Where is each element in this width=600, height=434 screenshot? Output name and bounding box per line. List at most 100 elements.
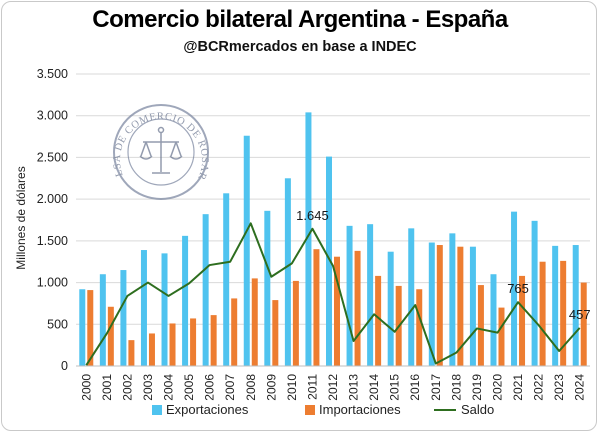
bar-importaciones [292, 280, 299, 366]
bar-importaciones [251, 278, 258, 366]
bar-exportaciones [490, 274, 497, 366]
legend-swatch [152, 405, 162, 415]
bar-importaciones [190, 318, 197, 366]
x-tick-label: 2001 [100, 374, 114, 401]
bar-importaciones [148, 333, 155, 366]
series-saldo [85, 222, 581, 366]
x-tick-label: 2004 [162, 374, 176, 401]
y-tick-label: 500 [47, 317, 68, 331]
x-tick-label: 2013 [347, 374, 361, 401]
series-importaciones [87, 245, 587, 366]
x-tick-label: 2021 [511, 374, 525, 401]
bar-importaciones [580, 282, 587, 366]
legend-swatch [305, 405, 315, 415]
x-tick-label: 2024 [573, 374, 587, 401]
x-tick-label: 2023 [552, 374, 566, 401]
y-axis: 0 500 1.000 1.500 2.000 2.500 3.000 3.500 [37, 67, 68, 373]
bar-importaciones [313, 249, 320, 366]
data-labels: 1.645 765 457 [296, 208, 590, 322]
x-tick-label: 2003 [141, 374, 155, 401]
bar-exportaciones [305, 112, 312, 367]
y-tick-label: 0 [61, 359, 68, 373]
chart-subtitle: @BCRmercados en base a INDEC [183, 39, 417, 55]
bar-importaciones [416, 289, 423, 366]
bar-exportaciones [469, 246, 476, 366]
scales-of-justice-seal-icon [139, 126, 183, 174]
y-axis-label: Millones de dólares [14, 166, 28, 269]
y-tick-label: 1.000 [37, 276, 68, 290]
bar-exportaciones [284, 178, 291, 366]
legend-label: Saldo [461, 402, 494, 417]
chart-title: Comercio bilateral Argentina - España [92, 6, 508, 33]
bar-exportaciones [140, 250, 147, 366]
x-tick-label: 2020 [490, 374, 504, 401]
bar-importaciones [477, 285, 484, 366]
y-tick-label: 3.500 [37, 67, 68, 81]
bar-exportaciones [79, 289, 86, 366]
bar-exportaciones [99, 274, 106, 366]
bar-importaciones [457, 246, 464, 366]
y-tick-label: 3.000 [37, 109, 68, 123]
x-tick-label: 2002 [120, 374, 134, 401]
data-label-saldo: 457 [569, 307, 591, 322]
x-tick-label: 2012 [326, 374, 340, 401]
bar-exportaciones [428, 242, 435, 366]
x-tick-label: 2000 [79, 374, 93, 401]
bar-exportaciones [202, 214, 209, 366]
bar-exportaciones [367, 224, 374, 366]
x-tick-label: 2015 [388, 374, 402, 401]
bar-exportaciones [264, 210, 271, 366]
bar-exportaciones [243, 135, 250, 366]
bar-importaciones [128, 340, 135, 366]
bar-exportaciones [449, 233, 456, 366]
bar-exportaciones [182, 235, 189, 366]
data-label-saldo: 765 [507, 281, 529, 296]
bar-exportaciones [531, 220, 538, 366]
bar-importaciones [334, 256, 340, 366]
x-tick-label: 2022 [532, 374, 546, 401]
bar-exportaciones [346, 225, 353, 366]
bar-importaciones [436, 245, 443, 366]
series-exportaciones [79, 112, 579, 367]
bar-importaciones [169, 323, 176, 366]
x-tick-label: 2019 [470, 374, 484, 401]
x-tick-label: 2007 [223, 374, 237, 401]
legend: Exportaciones Importaciones Saldo [152, 402, 494, 417]
bar-importaciones [498, 307, 505, 366]
x-tick-label: 2005 [182, 374, 196, 401]
bar-importaciones [519, 275, 526, 366]
x-tick-label: 2017 [429, 374, 443, 401]
bar-exportaciones [326, 156, 332, 366]
data-label-saldo: 1.645 [296, 208, 329, 223]
bar-importaciones [272, 300, 279, 366]
bar-importaciones [231, 298, 238, 366]
bar-exportaciones [387, 251, 394, 366]
x-tick-label: 2016 [408, 374, 422, 401]
x-tick-label: 2006 [203, 374, 217, 401]
bar-importaciones [87, 290, 94, 366]
bar-exportaciones [572, 245, 579, 366]
bar-exportaciones [408, 228, 415, 366]
bar-exportaciones [223, 193, 230, 366]
bar-exportaciones [161, 253, 168, 366]
y-tick-label: 2.000 [37, 192, 68, 206]
bar-importaciones [539, 261, 546, 366]
x-axis-ticks: 2000 2001 2002 2003 2004 2005 2006 2007 2008 2009… [79, 374, 586, 401]
watermark-seal: BOLSA DE COMERCIO DE ROSARIO [0, 0, 210, 200]
x-tick-label: 2010 [285, 374, 299, 401]
y-tick-label: 2.500 [37, 150, 68, 164]
seal-text: BOLSA DE COMERCIO DE ROSARIO [0, 0, 210, 182]
bar-importaciones [375, 275, 382, 366]
line-saldo [85, 222, 581, 366]
x-tick-label: 2014 [367, 374, 381, 401]
legend-label: Importaciones [319, 402, 401, 417]
bar-exportaciones [511, 211, 518, 366]
y-tick-label: 1.500 [37, 234, 68, 248]
bar-importaciones [354, 250, 361, 366]
bar-importaciones [107, 306, 114, 366]
legend-label: Exportaciones [166, 402, 249, 417]
bar-importaciones [210, 315, 217, 366]
x-tick-label: 2008 [244, 374, 258, 401]
x-tick-label: 2018 [449, 374, 463, 401]
